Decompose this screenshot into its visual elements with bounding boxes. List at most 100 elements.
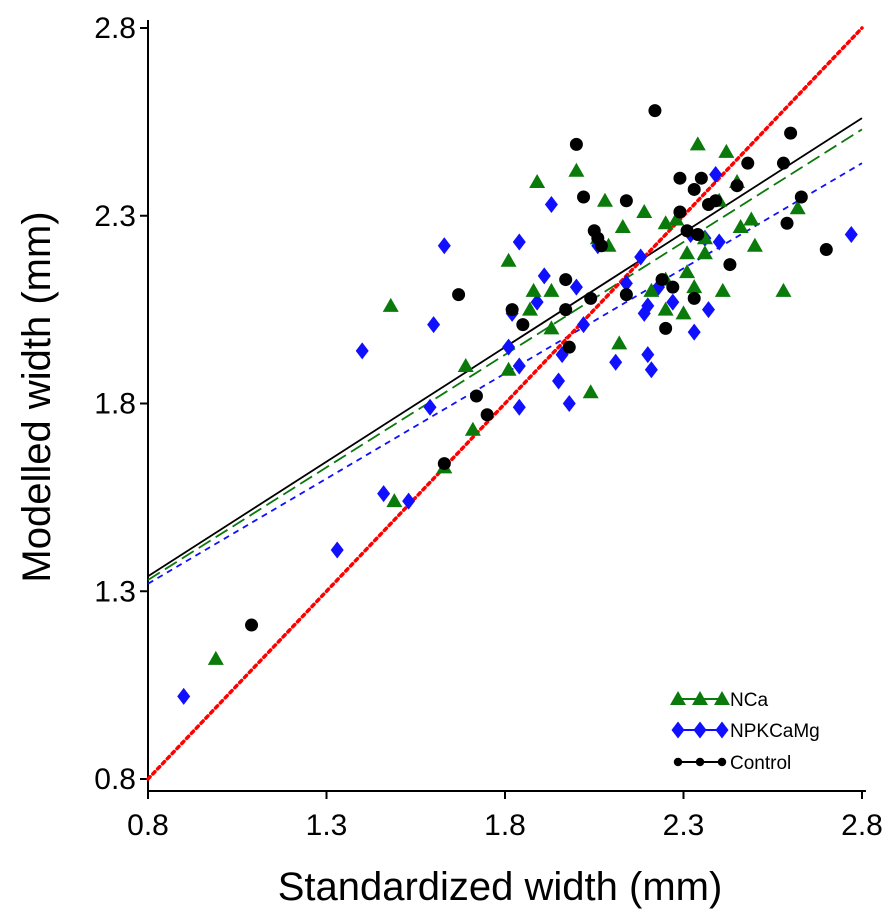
control-point [687,182,701,196]
control-point [452,288,466,302]
nca-point [732,219,749,234]
control-point [730,179,744,193]
control-point [741,156,755,170]
control-point [655,273,669,287]
identity-reference-line [146,26,864,781]
npkcamg-point [562,395,576,412]
control-point [794,190,808,204]
control-point [562,340,576,354]
npkcamg-point [437,237,451,255]
control-point [694,171,708,185]
legend-label: NPKCaMg [730,721,820,742]
npkcamg-point [355,342,369,360]
nca-point [386,493,403,508]
npkcamg-point [701,301,715,319]
legend-marker [692,691,708,705]
control-point [559,303,573,317]
control-point [559,273,573,287]
nca-point [382,297,399,312]
npkcamg-point [641,346,655,364]
nca-point [775,282,792,297]
y-axis-ticks: 0.8 1.3 1.8 2.3 2.8 [94,12,148,796]
control-point [619,288,633,302]
npkcamg-point [552,372,566,390]
npkcamg-point [666,293,680,311]
nca-point [643,282,660,297]
nca-point [500,252,517,267]
npkcamg-point [512,398,526,416]
control-point [584,291,598,305]
control-point [469,389,483,403]
legend-label: Control [730,753,791,774]
control-point [673,171,687,185]
nca-point [718,143,735,158]
control-point [687,291,701,305]
nca-point [686,279,703,294]
nca-point [525,282,542,297]
control-point [437,457,451,471]
control-point [723,258,737,272]
nca-point [696,230,713,245]
nca-point [611,335,628,350]
x-tick-label: 2.3 [663,809,705,842]
npkcamg-point [423,398,437,416]
control-point [569,137,583,151]
nca-point [529,173,546,188]
npkcamg-point [512,357,526,375]
npkcamg-point [844,226,858,244]
control-point [594,239,608,253]
control-point [691,228,705,242]
legend-marker [693,721,707,739]
control-point [680,224,694,238]
x-tick-label: 0.8 [127,809,169,842]
npkcamg-point [619,274,633,292]
nca-point [636,203,653,218]
nca-point [689,136,706,151]
npkcamg-point [687,323,701,341]
plot-area: 0.8 1.3 1.8 2.3 2.8 0.8 1.3 1.8 2.3 2.8 [94,12,883,842]
nca-point [596,192,613,207]
control-point [666,280,680,294]
nca-fit-line [147,128,863,581]
npkcamg-point [177,687,191,705]
control-point [780,216,794,230]
nca-point [500,361,517,376]
x-tick-label: 1.3 [306,809,348,842]
nca-point [464,421,481,436]
nca-point [521,301,538,316]
npkcamg-point [641,297,655,315]
control-point [245,618,259,632]
control-point [709,194,723,208]
y-tick-label: 1.3 [94,575,136,608]
nca-point [743,211,760,226]
nca-point [657,301,674,316]
npkcamg-point [709,165,723,183]
npkcamg-point [330,541,344,559]
npkcamg-point [544,195,558,213]
nca-point [789,200,806,215]
nca-point [543,282,560,297]
nca-point [679,264,696,279]
npkcamg-point [427,316,441,334]
nca-point [457,357,474,372]
npkcamg-point [512,233,526,251]
legend: NCa NPKCaMg Control [670,690,820,774]
y-axis-title: Modelled width (mm) [15,211,59,582]
npkcamg-point [377,485,391,503]
npkcamg-point [530,293,544,311]
nca-point [746,237,763,252]
nca-point [675,305,692,320]
npkcamg-point [634,248,648,266]
y-tick-label: 2.8 [94,12,136,45]
legend-marker [717,757,727,767]
control-point [577,190,591,204]
x-axis-title: Standardized width (mm) [278,865,723,909]
x-tick-label: 1.8 [484,809,526,842]
nca-point [679,245,696,260]
control-point [659,321,673,335]
legend-item-control: Control [673,753,791,774]
npkcamg-point [537,267,551,285]
control-point [776,156,790,170]
control-point [673,205,687,219]
